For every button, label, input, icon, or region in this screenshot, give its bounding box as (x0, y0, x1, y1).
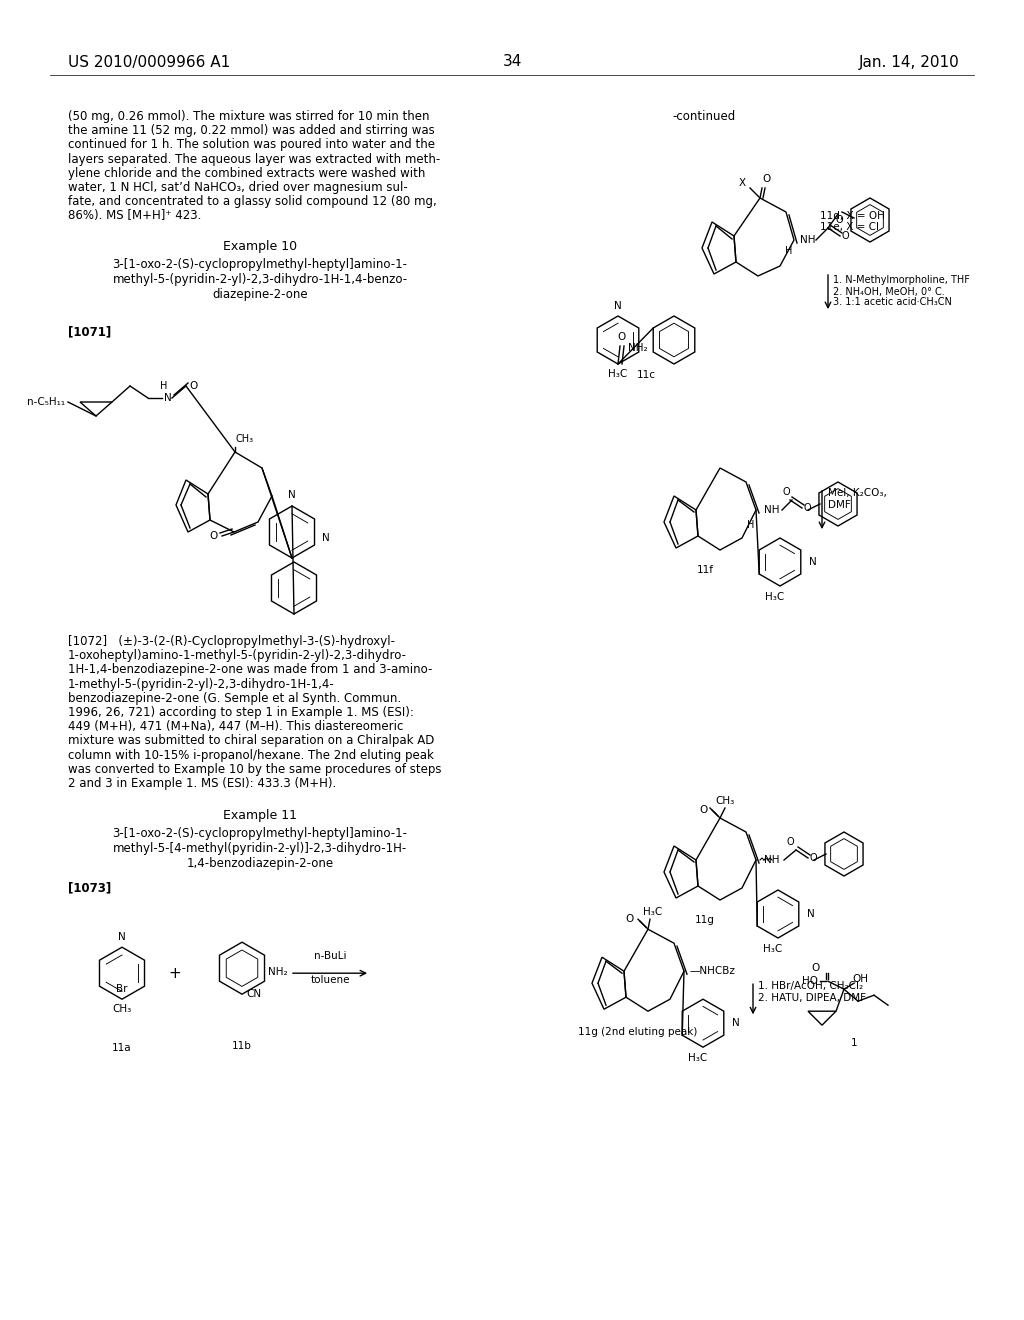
Text: O: O (811, 964, 819, 973)
Text: column with 10-15% i-propanol/hexane. The 2nd eluting peak: column with 10-15% i-propanol/hexane. Th… (68, 748, 434, 762)
Text: O: O (836, 215, 844, 224)
Text: N: N (807, 909, 815, 919)
Text: 2. NH₄OH, MeOH, 0° C.: 2. NH₄OH, MeOH, 0° C. (833, 286, 945, 297)
Text: N: N (288, 490, 296, 500)
Text: —NHCBz: —NHCBz (690, 966, 736, 977)
Text: H: H (161, 381, 168, 391)
Text: 2. HATU, DIPEA, DMF: 2. HATU, DIPEA, DMF (758, 993, 866, 1003)
Text: Example 11: Example 11 (223, 809, 297, 822)
Text: fate, and concentrated to a glassy solid compound 12 (80 mg,: fate, and concentrated to a glassy solid… (68, 195, 437, 209)
Text: H₃C: H₃C (688, 1053, 708, 1063)
Text: N: N (732, 1018, 739, 1028)
Text: NH₂: NH₂ (628, 343, 647, 352)
Text: 86%). MS [M+H]⁺ 423.: 86%). MS [M+H]⁺ 423. (68, 210, 202, 222)
Text: H₃C: H₃C (763, 944, 782, 954)
Text: [1073]: [1073] (68, 882, 112, 894)
Text: O: O (189, 381, 198, 391)
Text: CH₃: CH₃ (716, 796, 734, 807)
Text: (50 mg, 0.26 mmol). The mixture was stirred for 10 min then: (50 mg, 0.26 mmol). The mixture was stir… (68, 110, 429, 123)
Text: O: O (762, 174, 770, 183)
Text: 11d, X = OH: 11d, X = OH (820, 211, 885, 220)
Text: O: O (810, 853, 817, 863)
Text: N: N (614, 301, 622, 312)
Text: NH: NH (800, 235, 815, 246)
Text: H: H (785, 246, 793, 256)
Text: CN: CN (246, 989, 261, 999)
Text: 11e, X = Cl: 11e, X = Cl (820, 222, 879, 232)
Text: NH: NH (764, 855, 779, 865)
Text: H₃C: H₃C (608, 370, 628, 379)
Text: n-C₅H₁₁: n-C₅H₁₁ (27, 397, 65, 407)
Text: O: O (842, 231, 850, 242)
Text: 11g: 11g (695, 915, 715, 925)
Text: 2 and 3 in Example 1. MS (ESI): 433.3 (M+H).: 2 and 3 in Example 1. MS (ESI): 433.3 (M… (68, 777, 336, 789)
Text: +: + (169, 966, 181, 981)
Text: US 2010/0009966 A1: US 2010/0009966 A1 (68, 54, 230, 70)
Text: ylene chloride and the combined extracts were washed with: ylene chloride and the combined extracts… (68, 166, 425, 180)
Text: 1-methyl-5-(pyridin-2-yl)-2,3-dihydro-1H-1,4-: 1-methyl-5-(pyridin-2-yl)-2,3-dihydro-1H… (68, 677, 335, 690)
Text: O: O (699, 805, 708, 814)
Text: N: N (118, 932, 126, 942)
Text: layers separated. The aqueous layer was extracted with meth-: layers separated. The aqueous layer was … (68, 153, 440, 165)
Text: 3-[1-oxo-2-(S)-cyclopropylmethyl-heptyl]amino-1-
methyl-5-[4-methyl(pyridin-2-yl: 3-[1-oxo-2-(S)-cyclopropylmethyl-heptyl]… (113, 828, 408, 870)
Text: Example 10: Example 10 (223, 240, 297, 253)
Text: Jan. 14, 2010: Jan. 14, 2010 (859, 54, 961, 70)
Text: X: X (738, 178, 745, 187)
Text: N: N (164, 393, 172, 403)
Text: 449 (M+H), 471 (M+Na), 447 (M–H). This diastereomeric: 449 (M+H), 471 (M+Na), 447 (M–H). This d… (68, 721, 403, 733)
Text: water, 1 N HCl, sat’d NaHCO₃, dried over magnesium sul-: water, 1 N HCl, sat’d NaHCO₃, dried over… (68, 181, 408, 194)
Text: was converted to Example 10 by the same procedures of steps: was converted to Example 10 by the same … (68, 763, 441, 776)
Text: HO: HO (802, 977, 818, 986)
Text: 11g (2nd eluting peak): 11g (2nd eluting peak) (579, 1027, 697, 1038)
Text: O: O (804, 503, 812, 513)
Text: O: O (616, 333, 625, 342)
Text: 1996, 26, 721) according to step 1 in Example 1. MS (ESI):: 1996, 26, 721) according to step 1 in Ex… (68, 706, 414, 719)
Text: [1072]   (±)-3-(2-(R)-Cyclopropylmethyl-3-(S)-hydroxyl-: [1072] (±)-3-(2-(R)-Cyclopropylmethyl-3-… (68, 635, 395, 648)
Text: 11b: 11b (232, 1041, 252, 1051)
Text: 1. N-Methylmorpholine, THF: 1. N-Methylmorpholine, THF (833, 275, 970, 285)
Text: 11c: 11c (637, 370, 655, 380)
Text: continued for 1 h. The solution was poured into water and the: continued for 1 h. The solution was pour… (68, 139, 435, 152)
Text: benzodiazepine-2-one (G. Semple et al Synth. Commun.: benzodiazepine-2-one (G. Semple et al Sy… (68, 692, 401, 705)
Text: NH: NH (764, 506, 779, 515)
Text: O: O (210, 531, 218, 541)
Text: 1-oxoheptyl)amino-1-methyl-5-(pyridin-2-yl)-2,3-dihydro-: 1-oxoheptyl)amino-1-methyl-5-(pyridin-2-… (68, 649, 407, 663)
Text: 11a: 11a (113, 1043, 132, 1053)
Text: NH₂: NH₂ (267, 968, 287, 977)
Text: the amine 11 (52 mg, 0.22 mmol) was added and stirring was: the amine 11 (52 mg, 0.22 mmol) was adde… (68, 124, 435, 137)
Text: mixture was submitted to chiral separation on a Chiralpak AD: mixture was submitted to chiral separati… (68, 734, 434, 747)
Text: OH: OH (852, 974, 868, 985)
Text: O: O (782, 487, 790, 498)
Text: CH₃: CH₃ (113, 1005, 132, 1014)
Text: H: H (746, 520, 755, 531)
Text: 3-[1-oxo-2-(S)-cyclopropylmethyl-heptyl]amino-1-
methyl-5-(pyridin-2-yl)-2,3-dih: 3-[1-oxo-2-(S)-cyclopropylmethyl-heptyl]… (113, 257, 408, 301)
Text: 1H-1,4-benzodiazepine-2-one was made from 1 and 3-amino-: 1H-1,4-benzodiazepine-2-one was made fro… (68, 664, 432, 676)
Text: [1071]: [1071] (68, 325, 112, 338)
Text: CH₃: CH₃ (234, 434, 253, 444)
Text: H₃C: H₃C (765, 591, 784, 602)
Text: 3. 1:1 acetic acid·CH₃CN: 3. 1:1 acetic acid·CH₃CN (833, 297, 952, 308)
Text: n-BuLi: n-BuLi (313, 952, 346, 961)
Text: 1: 1 (851, 1039, 857, 1048)
Text: toluene: toluene (310, 975, 350, 985)
Text: MeI, K₂CO₃,: MeI, K₂CO₃, (828, 488, 887, 498)
Text: 1. HBr/AcOH, CH₂Cl₂: 1. HBr/AcOH, CH₂Cl₂ (758, 981, 863, 991)
Text: N: N (809, 557, 817, 568)
Text: H₃C: H₃C (643, 907, 663, 917)
Text: O: O (786, 837, 794, 847)
Text: 11f: 11f (696, 565, 714, 576)
Text: N: N (322, 533, 330, 543)
Text: DMF: DMF (828, 500, 851, 510)
Text: 34: 34 (503, 54, 521, 70)
Text: -continued: -continued (672, 110, 735, 123)
Text: Br: Br (117, 985, 128, 994)
Text: O: O (626, 915, 634, 924)
